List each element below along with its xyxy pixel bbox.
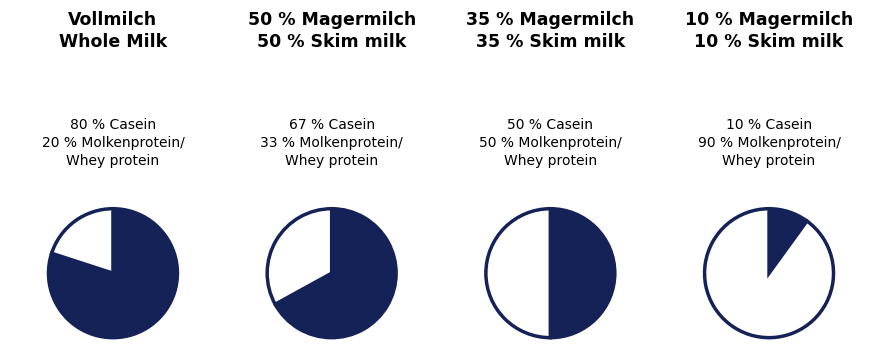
Wedge shape — [275, 209, 396, 338]
Text: Vollmilch
Whole Milk: Vollmilch Whole Milk — [59, 11, 167, 51]
Wedge shape — [769, 209, 807, 273]
Wedge shape — [486, 209, 550, 338]
Wedge shape — [49, 209, 177, 338]
Text: 50 % Magermilch
50 % Skim milk: 50 % Magermilch 50 % Skim milk — [248, 11, 415, 51]
Text: 10 % Casein
90 % Molkenprotein/
Whey protein: 10 % Casein 90 % Molkenprotein/ Whey pro… — [698, 118, 841, 168]
Wedge shape — [52, 209, 113, 273]
Wedge shape — [705, 209, 833, 338]
Text: 67 % Casein
33 % Molkenprotein/
Whey protein: 67 % Casein 33 % Molkenprotein/ Whey pro… — [260, 118, 403, 168]
Text: 80 % Casein
20 % Molkenprotein/
Whey protein: 80 % Casein 20 % Molkenprotein/ Whey pro… — [41, 118, 184, 168]
Text: 50 % Casein
50 % Molkenprotein/
Whey protein: 50 % Casein 50 % Molkenprotein/ Whey pro… — [479, 118, 622, 168]
Wedge shape — [550, 209, 615, 338]
Wedge shape — [267, 209, 332, 304]
Text: 35 % Magermilch
35 % Skim milk: 35 % Magermilch 35 % Skim milk — [467, 11, 634, 51]
Text: 10 % Magermilch
10 % Skim milk: 10 % Magermilch 10 % Skim milk — [685, 11, 853, 51]
